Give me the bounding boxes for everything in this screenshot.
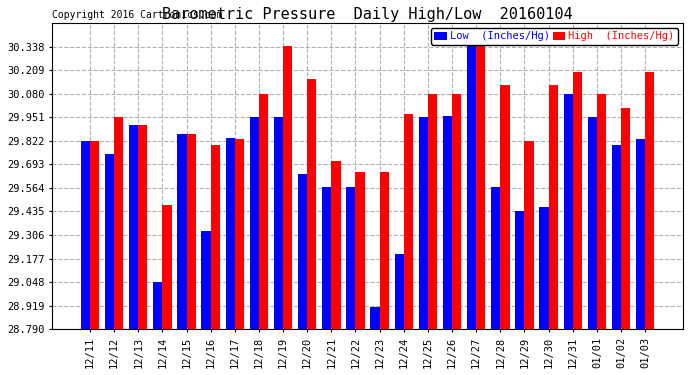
Bar bbox=[210, 145, 220, 329]
Bar bbox=[283, 46, 293, 329]
Bar bbox=[645, 72, 654, 329]
Bar bbox=[573, 72, 582, 329]
Bar bbox=[114, 117, 124, 329]
Bar bbox=[90, 141, 99, 329]
Bar bbox=[549, 85, 558, 329]
Title: Barometric Pressure  Daily High/Low  20160104: Barometric Pressure Daily High/Low 20160… bbox=[162, 7, 573, 22]
Bar bbox=[588, 117, 597, 329]
Bar bbox=[500, 85, 509, 329]
Bar bbox=[346, 187, 355, 329]
Bar bbox=[515, 210, 524, 329]
Bar bbox=[355, 172, 365, 329]
Bar bbox=[298, 174, 307, 329]
Bar bbox=[186, 134, 196, 329]
Bar bbox=[452, 94, 461, 329]
Bar bbox=[105, 154, 114, 329]
Legend: Low  (Inches/Hg), High  (Inches/Hg): Low (Inches/Hg), High (Inches/Hg) bbox=[431, 28, 678, 45]
Bar bbox=[612, 145, 621, 329]
Bar bbox=[153, 282, 162, 329]
Bar bbox=[226, 138, 235, 329]
Bar bbox=[467, 46, 476, 329]
Bar bbox=[428, 94, 437, 329]
Bar bbox=[476, 46, 485, 329]
Bar bbox=[621, 108, 630, 329]
Bar bbox=[274, 117, 283, 329]
Bar bbox=[162, 205, 172, 329]
Bar bbox=[491, 187, 500, 329]
Bar bbox=[331, 161, 341, 329]
Bar bbox=[395, 254, 404, 329]
Bar bbox=[371, 307, 380, 329]
Bar bbox=[380, 172, 388, 329]
Text: Copyright 2016 Cartronics.com: Copyright 2016 Cartronics.com bbox=[52, 10, 222, 20]
Bar bbox=[636, 140, 645, 329]
Bar bbox=[564, 94, 573, 329]
Bar bbox=[322, 187, 331, 329]
Bar bbox=[524, 141, 533, 329]
Bar bbox=[419, 117, 428, 329]
Bar bbox=[250, 117, 259, 329]
Bar bbox=[259, 94, 268, 329]
Bar bbox=[540, 207, 549, 329]
Bar bbox=[129, 125, 138, 329]
Bar bbox=[597, 94, 606, 329]
Bar bbox=[307, 79, 317, 329]
Bar bbox=[81, 141, 90, 329]
Bar bbox=[235, 140, 244, 329]
Bar bbox=[138, 125, 148, 329]
Bar bbox=[177, 134, 186, 329]
Bar bbox=[443, 116, 452, 329]
Bar bbox=[201, 231, 210, 329]
Bar bbox=[404, 114, 413, 329]
